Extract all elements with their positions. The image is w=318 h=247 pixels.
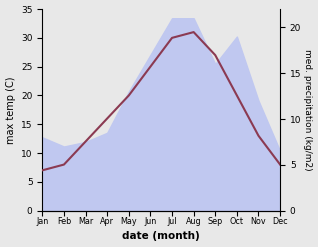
Y-axis label: max temp (C): max temp (C)	[5, 76, 16, 144]
X-axis label: date (month): date (month)	[122, 231, 200, 242]
Y-axis label: med. precipitation (kg/m2): med. precipitation (kg/m2)	[303, 49, 313, 171]
